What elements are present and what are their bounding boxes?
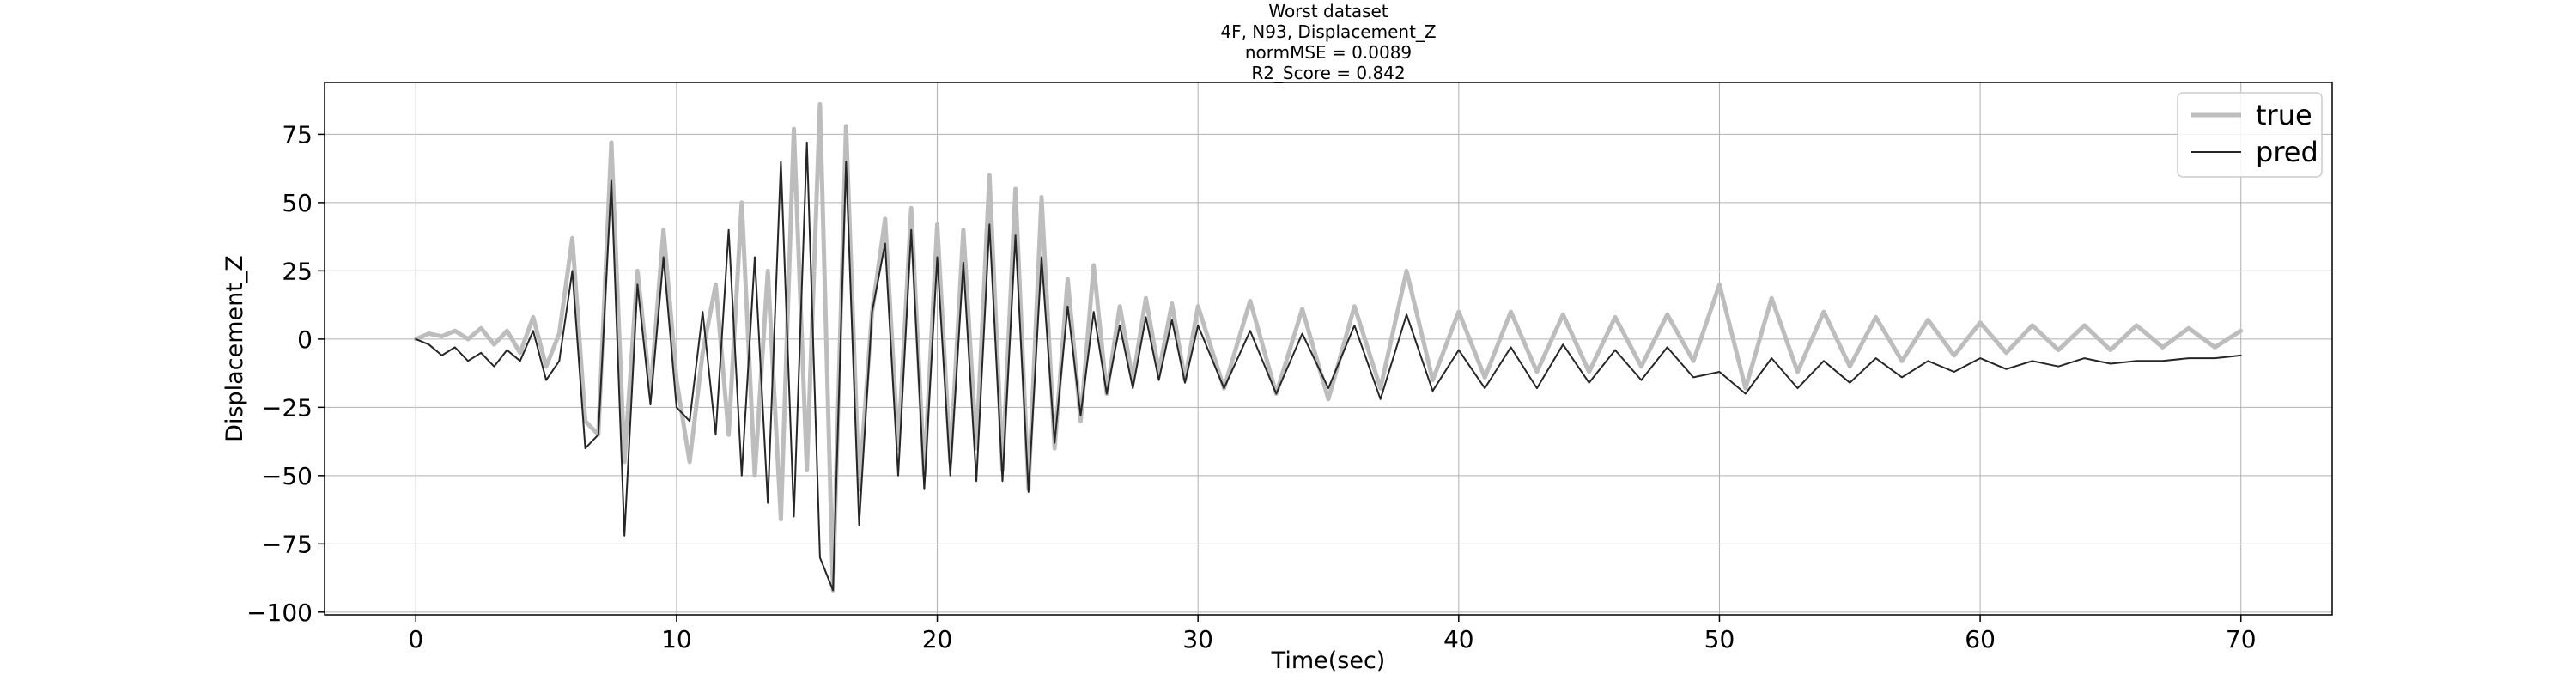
title-line-1: Worst dataset xyxy=(1268,1,1388,21)
y-tick-label-1: −75 xyxy=(262,530,313,558)
y-axis-label: Displacement_Z xyxy=(222,255,248,442)
y-tick-label-2: −50 xyxy=(262,462,313,490)
plot-series xyxy=(413,101,2244,593)
x-tick-label-7: 70 xyxy=(2226,625,2257,654)
grid-lines xyxy=(325,82,2332,615)
x-axis-ticks: 0 10 20 30 40 50 60 70 xyxy=(408,615,2257,654)
chart-title: Worst dataset 4F, N93, Displacement_Z no… xyxy=(1220,1,1436,83)
x-tick-label-6: 60 xyxy=(1965,625,1996,654)
legend-pred-label: pred xyxy=(2256,136,2318,168)
legend-true-label: true xyxy=(2256,99,2312,131)
y-tick-label-3: −25 xyxy=(262,393,313,422)
x-tick-label-3: 30 xyxy=(1182,625,1213,654)
x-axis-label: Time(sec) xyxy=(1271,647,1386,674)
y-tick-label-0: −100 xyxy=(246,599,313,627)
x-tick-label-1: 10 xyxy=(661,625,692,654)
y-tick-label-5: 25 xyxy=(282,257,313,285)
x-tick-label-0: 0 xyxy=(408,625,423,654)
title-line-4: R2_Score = 0.842 xyxy=(1251,63,1405,83)
series-line-true xyxy=(413,101,2244,593)
y-tick-label-4: 0 xyxy=(297,325,313,354)
series-line-pred xyxy=(415,141,2242,592)
x-tick-label-5: 50 xyxy=(1704,625,1735,654)
title-line-3: normMSE = 0.0089 xyxy=(1245,42,1412,63)
x-tick-label-4: 40 xyxy=(1443,625,1474,654)
plot-area-frame xyxy=(324,82,2333,616)
legend: true pred xyxy=(2177,92,2323,178)
y-tick-label-7: 75 xyxy=(282,120,313,149)
y-tick-label-6: 50 xyxy=(282,189,313,217)
title-line-2: 4F, N93, Displacement_Z xyxy=(1220,21,1436,42)
y-axis-ticks: −100 −75 −50 −25 0 25 50 75 xyxy=(246,120,325,627)
x-tick-label-2: 20 xyxy=(922,625,953,654)
